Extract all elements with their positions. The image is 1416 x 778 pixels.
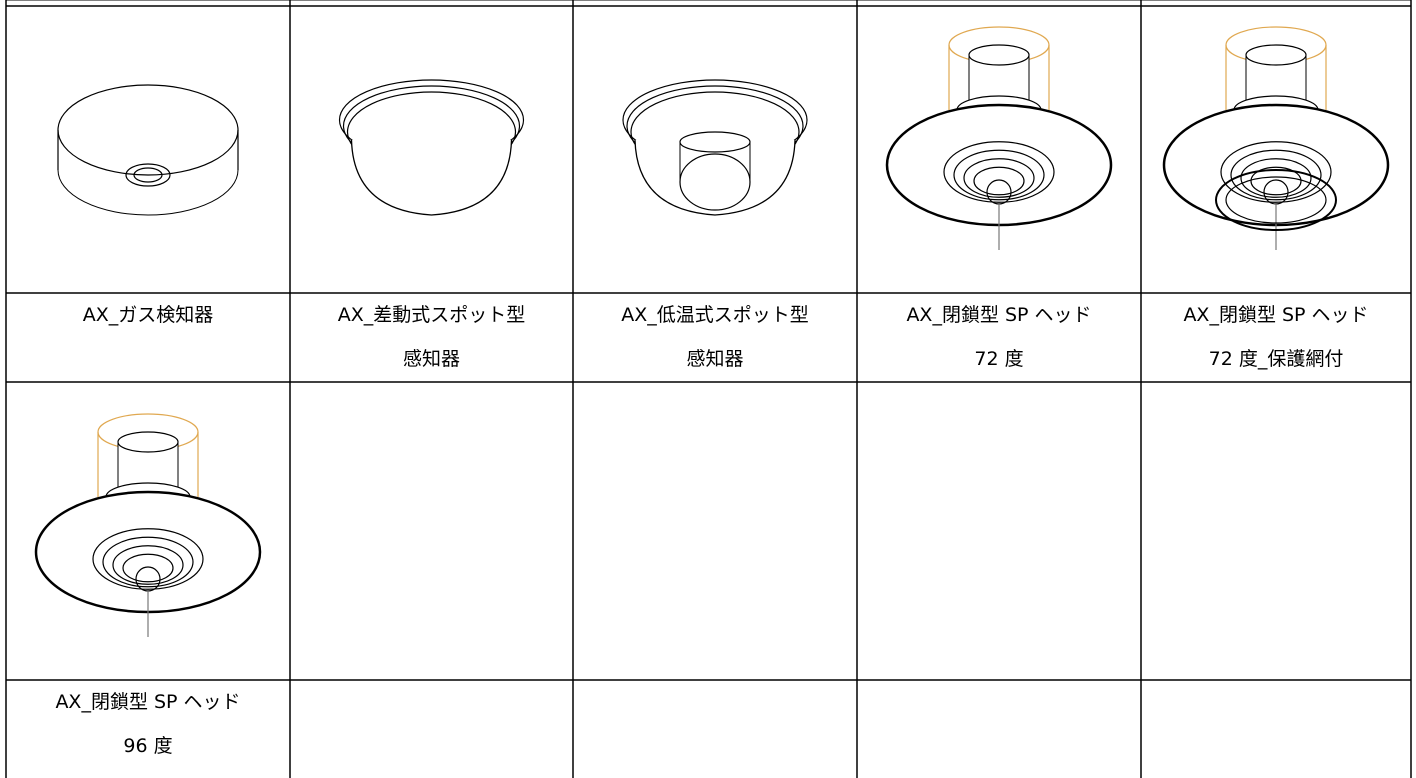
outline [350, 139, 513, 216]
outline [679, 131, 751, 153]
outline [968, 44, 1030, 66]
outline [122, 553, 174, 583]
block-label: AX_ガス検知器 [6, 293, 290, 337]
block-preview [622, 79, 808, 216]
block-preview [338, 79, 525, 216]
block-label: AX_低温式スポット型 感知器 [573, 293, 857, 381]
label-line: AX_閉鎖型 SP ヘッド [1183, 304, 1369, 326]
label-line: AX_差動式スポット型 [337, 304, 526, 326]
outline [679, 153, 751, 211]
block-preview [57, 84, 239, 216]
label-line: 感知器 [402, 348, 460, 370]
outline [102, 536, 194, 588]
label-line: AX_閉鎖型 SP ヘッド [55, 691, 241, 713]
outline [963, 158, 1035, 198]
label-line: 72 度_保護網付 [1208, 348, 1344, 370]
outline [973, 166, 1025, 196]
block-preview [885, 26, 1113, 250]
outline [133, 167, 163, 183]
block-label: AX_閉鎖型 SP ヘッド 96 度 [6, 680, 290, 768]
label-line: 72 度 [974, 348, 1024, 370]
block-preview [34, 413, 262, 637]
outline [112, 545, 184, 585]
label-line: AX_低温式スポット型 [621, 304, 809, 326]
outline [953, 149, 1045, 201]
outline [1215, 169, 1337, 231]
outline [1250, 166, 1302, 196]
outline [1245, 44, 1307, 66]
block-label: AX_閉鎖型 SP ヘッド 72 度 [857, 293, 1141, 381]
outline [57, 84, 239, 176]
outline [1225, 176, 1327, 224]
label-line: 感知器 [686, 348, 744, 370]
outline [125, 163, 171, 187]
label-line: 96 度 [123, 735, 173, 757]
outline [117, 431, 179, 453]
outline [1220, 141, 1332, 203]
label-line: AX_閉鎖型 SP ヘッド [906, 304, 1092, 326]
block-label: AX_差動式スポット型 感知器 [290, 293, 573, 381]
outline [943, 141, 1055, 203]
block-label: AX_閉鎖型 SP ヘッド 72 度_保護網付 [1141, 293, 1411, 381]
outline [57, 169, 239, 216]
outline [1230, 149, 1322, 201]
block-preview [1162, 26, 1390, 250]
label-line: AX_ガス検知器 [82, 304, 214, 326]
outline [1240, 158, 1312, 198]
outline [92, 528, 204, 590]
